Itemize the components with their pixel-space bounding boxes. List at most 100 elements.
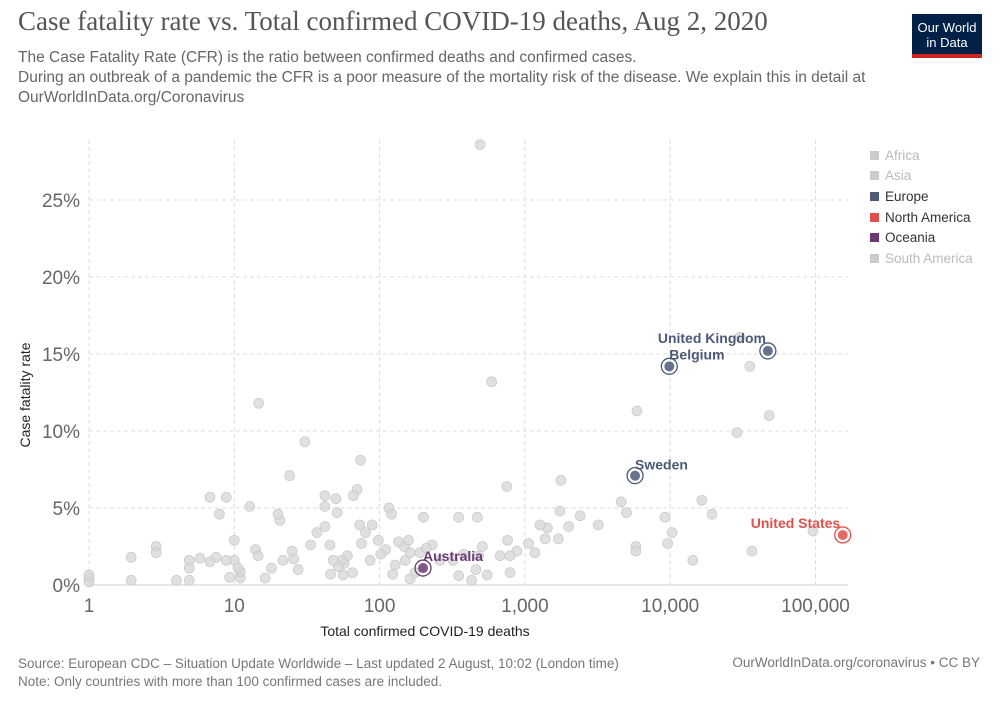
data-point	[494, 550, 506, 562]
highlight-ring	[414, 559, 432, 577]
data-point	[284, 470, 295, 482]
x-tick-label: 10	[224, 596, 245, 617]
data-point	[311, 527, 323, 538]
x-tick-label: 100,000	[781, 596, 850, 617]
data-point	[696, 494, 708, 506]
data-point	[434, 555, 446, 566]
data-point	[504, 567, 516, 579]
data-point	[83, 569, 95, 581]
legend-item[interactable]: South America	[870, 248, 973, 269]
data-point	[807, 525, 819, 537]
x-axis-label: Total confirmed COVID-19 deaths	[320, 623, 529, 639]
data-point	[389, 559, 401, 571]
data-point	[763, 410, 775, 421]
x-tick-label: 1	[84, 596, 95, 617]
highlight-point	[837, 529, 848, 540]
data-point	[150, 547, 162, 559]
data-point	[220, 491, 232, 503]
data-point	[372, 534, 384, 546]
legend-label: North America	[885, 209, 971, 225]
data-point	[387, 568, 399, 580]
data-point	[327, 555, 339, 566]
license-link[interactable]: OurWorldInData.org/coronavirus • CC BY	[732, 655, 980, 670]
owid-logo[interactable]: Our World in Data	[912, 14, 982, 58]
highlight-point	[762, 345, 773, 356]
legend-item[interactable]: Europe	[870, 186, 973, 207]
data-point	[417, 511, 429, 523]
data-point	[354, 519, 366, 531]
data-point	[171, 575, 182, 586]
data-point	[253, 397, 264, 409]
data-point	[319, 490, 331, 502]
note-text: Note: Only countries with more than 100 …	[18, 674, 442, 689]
legend-swatch	[870, 253, 879, 263]
data-point	[244, 501, 256, 512]
data-point	[615, 496, 627, 508]
data-point	[523, 538, 534, 549]
data-point	[125, 551, 137, 563]
highlight-ring	[759, 342, 777, 360]
legend-swatch	[870, 233, 879, 243]
data-point	[631, 405, 643, 417]
data-point	[319, 521, 331, 532]
data-point	[210, 551, 222, 563]
data-point	[272, 508, 284, 520]
footer: Source: European CDC – Situation Update …	[18, 655, 619, 691]
legend-label: Asia	[885, 168, 912, 184]
chart-title: Case fatality rate vs. Total confirmed C…	[18, 6, 768, 36]
y-tick-label: 20%	[42, 268, 80, 289]
data-point	[630, 545, 642, 557]
highlight-ring	[834, 526, 852, 544]
data-point	[319, 501, 331, 512]
legend-label: Oceania	[885, 230, 936, 246]
data-point	[555, 474, 567, 486]
data-point	[337, 569, 349, 581]
data-point	[574, 510, 586, 522]
y-tick-label: 15%	[42, 345, 80, 366]
legend-item[interactable]: Oceania	[870, 227, 973, 248]
data-point	[286, 545, 298, 557]
highlight-ring	[626, 467, 644, 485]
legend-swatch	[870, 150, 879, 160]
data-point	[366, 519, 378, 531]
data-point	[252, 550, 264, 562]
data-point	[687, 555, 699, 566]
data-point	[305, 539, 316, 551]
data-point	[529, 547, 541, 559]
data-point	[539, 533, 551, 545]
legend-item[interactable]: North America	[870, 207, 973, 228]
data-point	[666, 527, 678, 538]
data-point	[501, 481, 513, 492]
data-point	[266, 562, 277, 574]
data-point	[659, 511, 671, 523]
chart-subtitle: The Case Fatality Rate (CFR) is the rati…	[18, 49, 866, 106]
data-point	[348, 490, 359, 502]
legend-item[interactable]: Africa	[870, 145, 973, 166]
source-text: Source: European CDC – Situation Update …	[18, 656, 619, 671]
data-point	[481, 569, 493, 581]
point-label: Sweden	[635, 457, 688, 473]
legend-item[interactable]: Asia	[870, 166, 973, 187]
data-point	[553, 533, 564, 545]
data-point	[399, 555, 411, 566]
data-point	[330, 493, 342, 505]
data-point	[706, 508, 718, 520]
point-label: United Kingdom	[658, 330, 766, 346]
data-point	[125, 575, 137, 586]
data-point	[421, 542, 432, 554]
data-point	[183, 575, 195, 586]
data-point	[194, 552, 206, 564]
point-label: Belgium	[669, 346, 724, 362]
data-point	[731, 427, 743, 438]
data-point	[474, 139, 486, 150]
data-point	[347, 567, 358, 579]
y-tick-label: 25%	[42, 191, 80, 212]
legend-label: Africa	[885, 147, 920, 163]
y-tick-label: 5%	[53, 499, 81, 520]
data-point	[470, 564, 482, 575]
legend: Africa Asia Europe North America Oceania Sout…	[870, 145, 973, 269]
data-point	[592, 519, 604, 531]
x-tick-label: 100	[364, 596, 396, 617]
highlight-point	[664, 361, 675, 372]
